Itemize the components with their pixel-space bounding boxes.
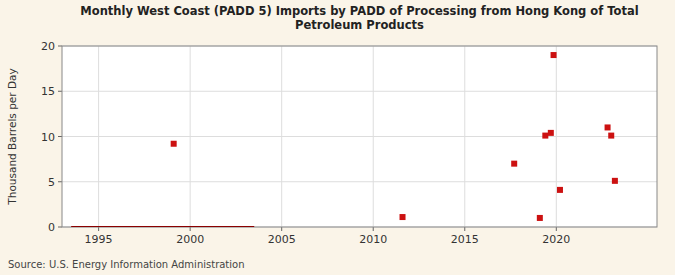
point <box>537 215 543 221</box>
point <box>612 178 618 184</box>
point <box>542 133 548 139</box>
y-axis-label: Thousand Barrels per Day <box>6 68 18 205</box>
grid-line-y <box>62 91 657 92</box>
background <box>0 0 675 275</box>
tick-label-y: 5 <box>48 176 55 189</box>
tick-x <box>98 227 99 231</box>
data <box>71 52 618 227</box>
point <box>605 124 611 130</box>
tick-x <box>373 227 374 231</box>
point <box>551 52 557 58</box>
tick-x <box>556 227 557 231</box>
tick-label-y: 15 <box>41 85 55 98</box>
tick-y <box>58 91 62 92</box>
tick-label-x: 2000 <box>176 233 204 246</box>
tick-x <box>190 227 191 231</box>
point <box>548 130 554 136</box>
plot-area <box>62 46 657 227</box>
chart: 1995 2000 2005 2010 2015 2020 0 5 10 15 20 Monthly … <box>0 0 675 275</box>
grid <box>62 46 657 227</box>
tick-label-x: 2020 <box>542 233 570 246</box>
point <box>171 141 177 147</box>
grid-line-y <box>62 181 657 182</box>
point <box>511 161 517 167</box>
tick-y <box>58 181 62 182</box>
tick-label-y: 0 <box>48 221 55 234</box>
tick-x <box>281 227 282 231</box>
plot-frame <box>62 46 657 227</box>
title-line: Petroleum Products <box>295 18 424 32</box>
line <box>71 226 254 227</box>
tick-label-y: 10 <box>41 131 55 144</box>
point <box>400 214 406 220</box>
tick-y <box>58 136 62 137</box>
point <box>557 187 563 193</box>
tick-y <box>58 46 62 47</box>
tick-label-x: 2015 <box>451 233 479 246</box>
source: Source: U.S. Energy Information Administ… <box>8 259 245 270</box>
title: Monthly West Coast (PADD 5) Imports by P… <box>80 4 638 32</box>
title-line: Monthly West Coast (PADD 5) Imports by P… <box>80 4 638 18</box>
tick-label-x: 1995 <box>85 233 113 246</box>
tick-label-x: 2005 <box>268 233 296 246</box>
axes: 1995 2000 2005 2010 2015 2020 0 5 10 15 20 <box>41 40 657 246</box>
tick-x <box>464 227 465 231</box>
grid-line-y <box>62 136 657 137</box>
tick-label-x: 2010 <box>359 233 387 246</box>
point <box>608 133 614 139</box>
tick-label-y: 20 <box>41 40 55 53</box>
tick-y <box>58 227 62 228</box>
